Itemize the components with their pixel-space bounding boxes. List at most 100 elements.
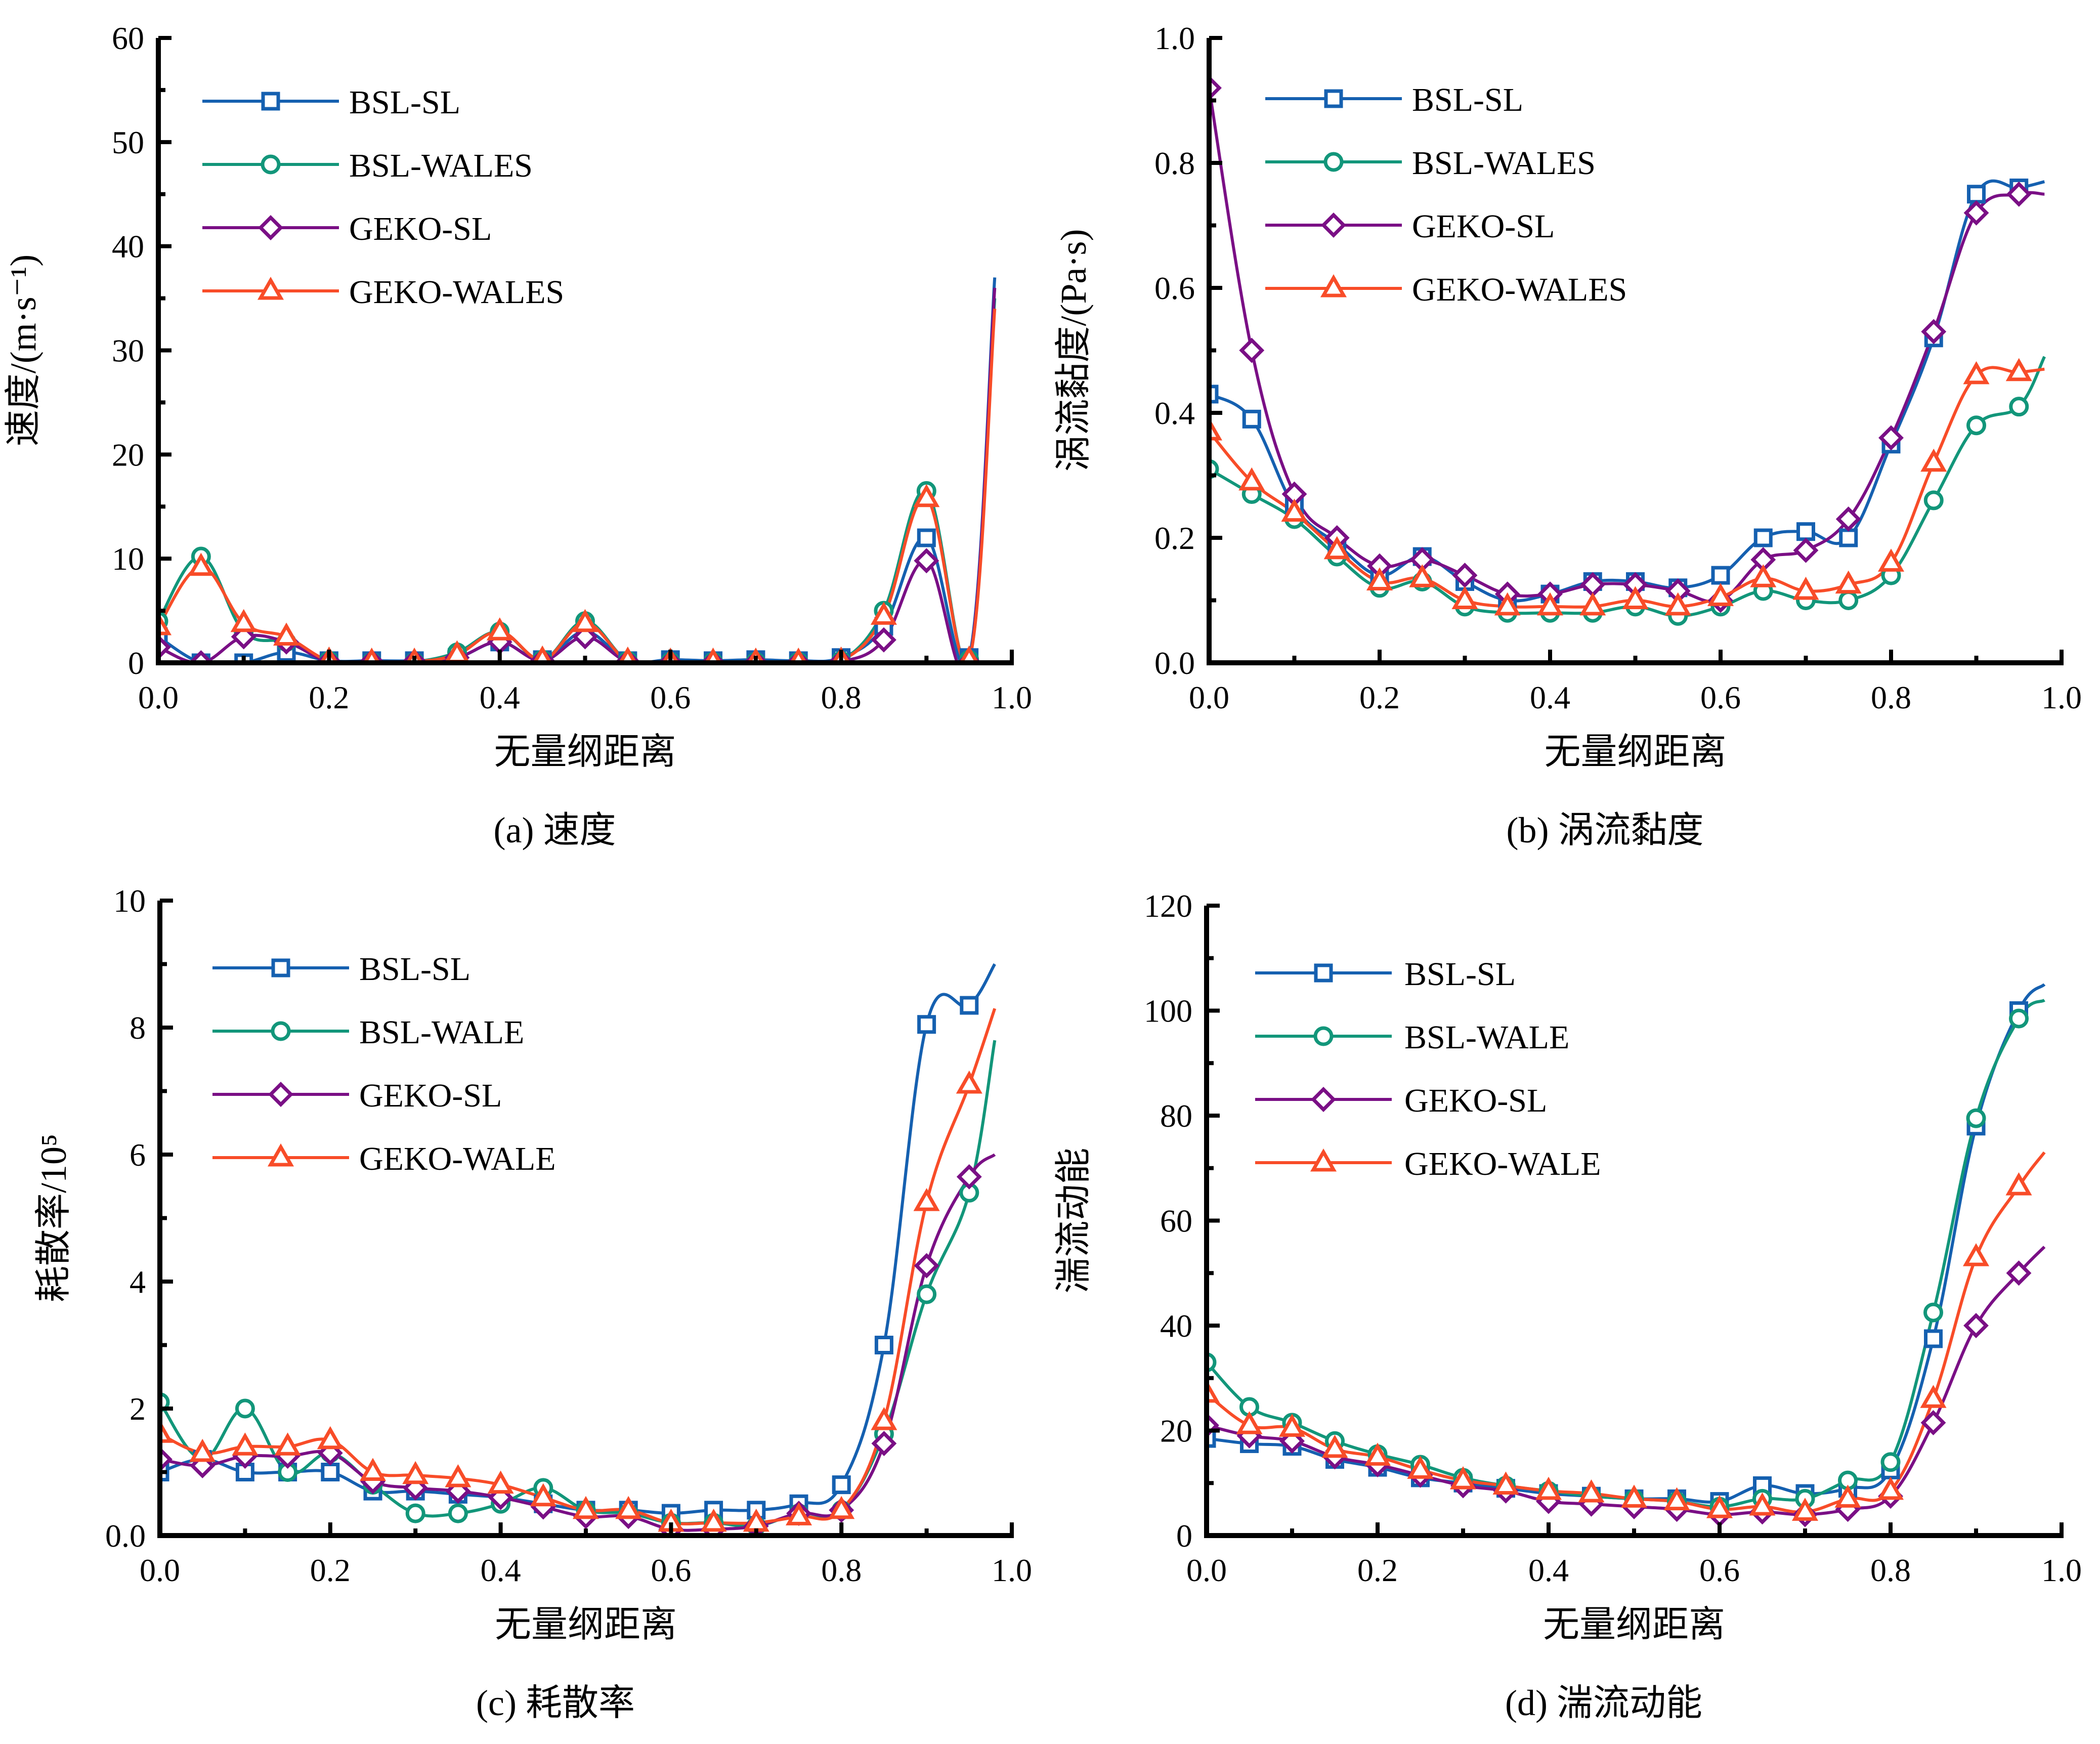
data-point-geko-wale bbox=[317, 1426, 344, 1450]
legend-label: BSL-WALES bbox=[1412, 145, 1596, 182]
data-point-geko-sl bbox=[1452, 563, 1478, 588]
legend-label: GEKO-SL bbox=[359, 1077, 502, 1114]
x-tick-label: 1.0 bbox=[992, 1552, 1032, 1588]
data-point-geko-wale bbox=[1578, 1479, 1605, 1503]
legend-item: GEKO-WALES bbox=[202, 274, 564, 311]
x-tick-label: 1.0 bbox=[2041, 1552, 2082, 1588]
data-point-geko-wales bbox=[1494, 592, 1521, 616]
x-axis-title: 无量纲距离 bbox=[1543, 1604, 1725, 1645]
y-tick-label: 20 bbox=[1160, 1413, 1192, 1449]
y-axis-title: 湍流动能 bbox=[1053, 1147, 1094, 1293]
data-point-geko-wales bbox=[1920, 448, 1947, 472]
legend-marker-triangle-icon bbox=[1320, 274, 1347, 297]
y-tick-label: 30 bbox=[112, 333, 144, 369]
data-point-geko-wales bbox=[1281, 498, 1308, 522]
data-point-geko-wales bbox=[870, 602, 897, 625]
data-point-geko-wale bbox=[1535, 1476, 1562, 1500]
y-tick-label: 40 bbox=[112, 229, 144, 265]
data-point-geko-wales bbox=[1323, 536, 1350, 560]
chart-panel-a: 0.0 0.2 0.4 0.6 0.8 1.0 0 10 20 30 40 50 60 无量纲距离 速度/(… bbox=[0, 0, 1050, 872]
legend-item: BSL-WALE bbox=[1255, 1019, 1569, 1056]
y-tick-label: 0.4 bbox=[1154, 395, 1195, 431]
data-point-geko-sl bbox=[1963, 1313, 1989, 1338]
axes bbox=[156, 36, 1014, 665]
legend-label: GEKO-SL bbox=[1412, 208, 1555, 245]
series-line-bsl-sl bbox=[1207, 983, 2046, 1504]
data-point-geko-wale bbox=[572, 1496, 599, 1519]
data-point-geko-sl bbox=[1239, 337, 1265, 363]
y-tick-label: 0.2 bbox=[1154, 520, 1195, 556]
legend-marker-triangle-icon bbox=[267, 1143, 294, 1167]
x-tick-label: 0.8 bbox=[821, 1552, 862, 1588]
y-tick-label: 8 bbox=[130, 1010, 146, 1046]
data-point-geko-wale bbox=[700, 1508, 727, 1532]
axes bbox=[1204, 904, 2064, 1538]
legend-item: BSL-SL bbox=[1265, 81, 1523, 118]
legend-label: GEKO-WALE bbox=[1404, 1145, 1601, 1182]
data-point-geko-wales bbox=[1451, 586, 1478, 609]
x-tick-label: 0.8 bbox=[1870, 1552, 1911, 1588]
data-point-bsl-sl bbox=[874, 1336, 893, 1354]
data-point-geko-wale bbox=[189, 1438, 216, 1462]
data-point-bsl-wale bbox=[2009, 1008, 2029, 1029]
data-point-geko-wales bbox=[1579, 592, 1606, 616]
data-point-geko-wale bbox=[487, 1470, 514, 1494]
data-point-geko-sl bbox=[871, 627, 896, 653]
legend-label: GEKO-WALES bbox=[349, 274, 564, 311]
legend-label: GEKO-WALE bbox=[359, 1140, 556, 1177]
legend-label: BSL-WALE bbox=[1404, 1019, 1569, 1056]
legend-item: GEKO-WALE bbox=[212, 1140, 556, 1177]
legend: BSL-SL BSL-WALE GEKO-SL GEKO-WALE bbox=[1255, 956, 1601, 1182]
x-tick-label: 1.0 bbox=[992, 679, 1032, 715]
series-line-geko-wale bbox=[1207, 1151, 2046, 1514]
x-axis-title: 无量纲距离 bbox=[495, 1604, 677, 1645]
data-point-geko-wale bbox=[402, 1461, 429, 1484]
x-tick-label: 0.4 bbox=[480, 679, 520, 715]
legend-label: GEKO-SL bbox=[1404, 1082, 1547, 1119]
y-tick-label: 4 bbox=[130, 1264, 146, 1300]
data-point-geko-sl bbox=[1920, 1410, 1946, 1435]
figure-caption: (d) 湍流动能 bbox=[1505, 1683, 1702, 1723]
data-point-bsl-wale bbox=[448, 1503, 468, 1523]
x-tick-label: 0.6 bbox=[1699, 1552, 1740, 1588]
data-point-geko-wale bbox=[1791, 1498, 1819, 1521]
y-tick-label: 20 bbox=[112, 437, 144, 473]
y-tick-label: 40 bbox=[1160, 1308, 1192, 1344]
legend: BSL-SL BSL-WALE GEKO-SL GEKO-WALE bbox=[212, 951, 556, 1177]
series-group bbox=[160, 963, 997, 1536]
data-point-geko-wale bbox=[2005, 1172, 2032, 1196]
data-point-geko-wale bbox=[1492, 1471, 1519, 1495]
data-point-bsl-sl bbox=[321, 1463, 340, 1481]
series-group bbox=[158, 277, 997, 663]
data-point-bsl-sl bbox=[1796, 522, 1815, 541]
legend-marker-diamond-icon bbox=[258, 215, 283, 240]
legend-marker-triangle-icon bbox=[257, 276, 284, 300]
data-point-geko-wale bbox=[445, 1464, 472, 1487]
data-point-bsl-wale bbox=[405, 1503, 425, 1523]
y-tick-label: 60 bbox=[112, 20, 144, 56]
data-point-geko-wales bbox=[230, 609, 257, 632]
data-point-geko-wales bbox=[1707, 583, 1734, 606]
legend-marker-circle-icon bbox=[271, 1021, 291, 1041]
data-point-geko-wale bbox=[274, 1432, 301, 1456]
data-point-bsl-sl bbox=[1839, 528, 1858, 547]
series-line-geko-sl bbox=[1207, 1246, 2046, 1516]
data-point-geko-wales bbox=[1409, 564, 1436, 587]
legend-item: BSL-SL bbox=[1255, 956, 1516, 993]
figure-caption: (a) 速度 bbox=[494, 810, 616, 850]
y-tick-label: 0 bbox=[1176, 1518, 1192, 1554]
y-tick-label: 0.0 bbox=[1154, 645, 1195, 681]
legend-marker-square-icon bbox=[261, 92, 280, 111]
data-point-geko-wale bbox=[828, 1496, 855, 1519]
legend-label: BSL-SL bbox=[1404, 956, 1516, 993]
data-point-geko-wale bbox=[1749, 1492, 1776, 1516]
data-point-geko-wales bbox=[618, 646, 637, 663]
data-point-bsl-sl bbox=[917, 1015, 936, 1034]
data-point-geko-wale bbox=[1962, 1243, 1990, 1266]
x-tick-label: 0.2 bbox=[1357, 1552, 1398, 1588]
legend-item: GEKO-SL bbox=[1265, 208, 1555, 245]
legend-marker-square-icon bbox=[271, 958, 290, 977]
series-group bbox=[1209, 75, 2046, 626]
y-tick-label: 0.0 bbox=[105, 1518, 146, 1554]
data-point-geko-wales bbox=[2005, 358, 2032, 381]
